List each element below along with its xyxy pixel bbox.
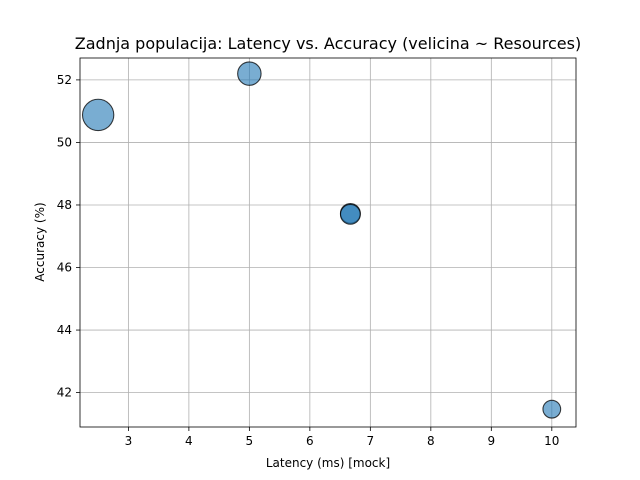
x-tick-label: 9 (487, 434, 495, 448)
chart-title: Zadnja populacija: Latency vs. Accuracy … (75, 34, 581, 53)
y-axis-label: Accuracy (%) (33, 202, 47, 281)
x-tick-label: 3 (125, 434, 133, 448)
data-point (542, 399, 562, 419)
x-axis-ticks: 3 4 5 6 7 8 9 10 (125, 427, 559, 448)
y-tick-label: 42 (57, 386, 72, 400)
y-tick-label: 46 (57, 261, 72, 275)
data-points (81, 61, 562, 419)
y-tick-label: 48 (57, 198, 72, 212)
y-axis-ticks: 42 44 46 48 50 52 (57, 73, 80, 400)
y-tick-label: 52 (57, 73, 72, 87)
y-tick-label: 50 (57, 135, 72, 149)
x-axis-label: Latency (ms) [mock] (266, 456, 390, 470)
data-point (81, 98, 115, 132)
x-tick-label: 5 (246, 434, 254, 448)
x-tick-label: 8 (427, 434, 435, 448)
x-tick-label: 10 (544, 434, 559, 448)
x-tick-label: 4 (185, 434, 193, 448)
grid (80, 58, 576, 427)
data-point (237, 61, 262, 86)
plot-frame (79, 57, 577, 428)
data-point (339, 203, 361, 225)
y-tick-label: 44 (57, 323, 72, 337)
x-tick-label: 6 (306, 434, 314, 448)
x-tick-label: 7 (367, 434, 375, 448)
